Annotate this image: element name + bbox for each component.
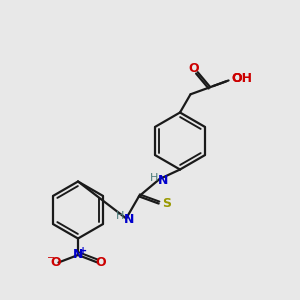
Text: N: N — [158, 174, 168, 187]
Text: S: S — [162, 197, 171, 210]
Text: OH: OH — [231, 73, 252, 85]
Text: O: O — [95, 256, 106, 269]
Text: N: N — [124, 213, 134, 226]
Text: O: O — [189, 62, 200, 75]
Text: −: − — [47, 253, 56, 263]
Text: H: H — [150, 172, 158, 182]
Text: N: N — [73, 248, 83, 262]
Text: H: H — [116, 211, 125, 221]
Text: O: O — [50, 256, 61, 269]
Text: O: O — [231, 73, 242, 85]
Text: +: + — [79, 246, 88, 256]
